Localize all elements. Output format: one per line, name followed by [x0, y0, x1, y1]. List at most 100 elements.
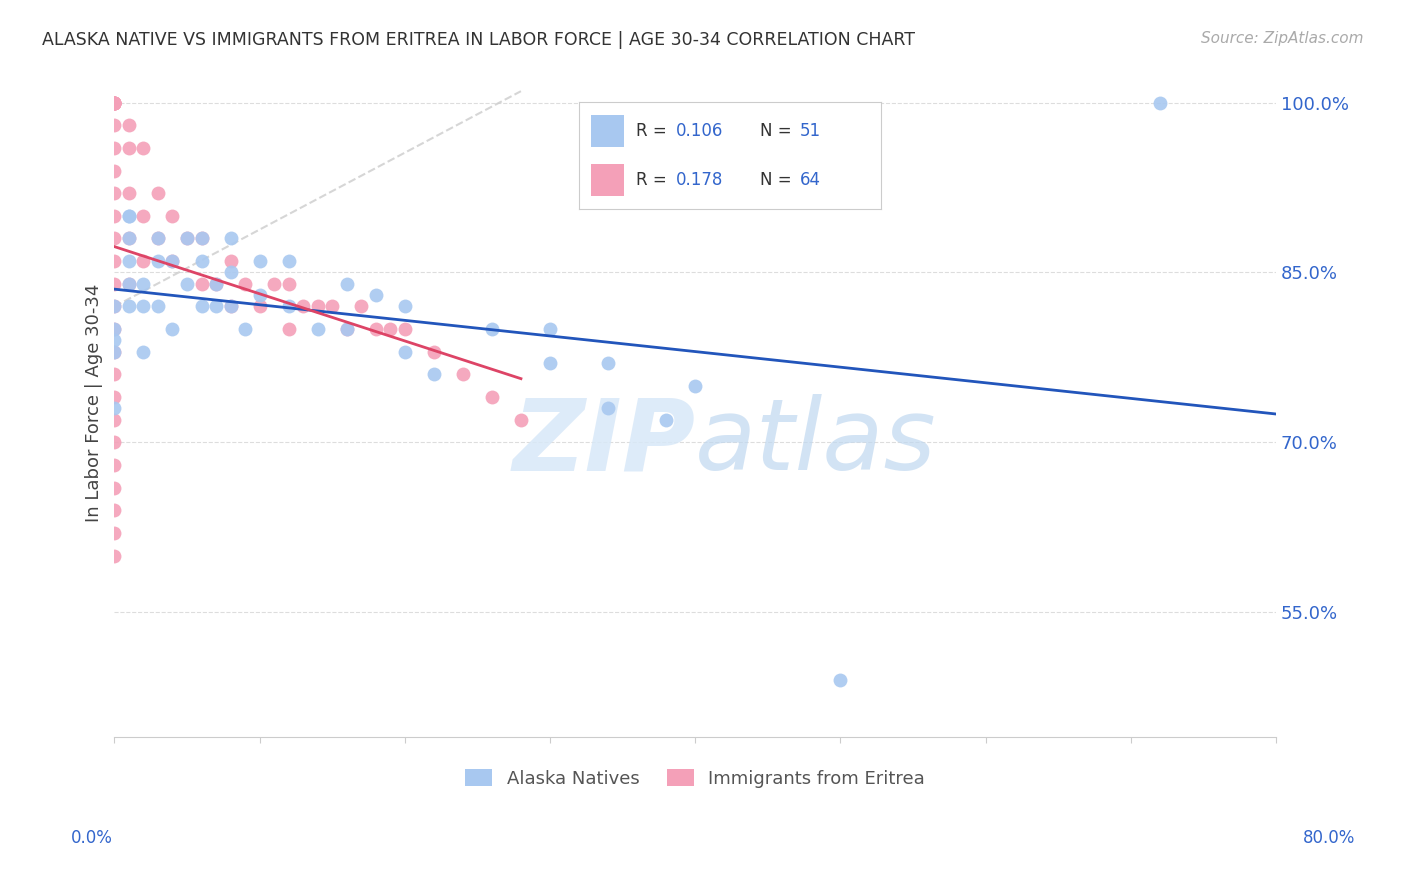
- Point: [190, 277, 212, 291]
- Point: [103, 401, 125, 416]
- Point: [118, 209, 141, 223]
- Point: [103, 95, 125, 110]
- Point: [103, 163, 125, 178]
- Point: [118, 209, 141, 223]
- Point: [103, 458, 125, 472]
- Point: [103, 95, 125, 110]
- Point: [336, 277, 359, 291]
- Point: [146, 254, 169, 268]
- Point: [364, 288, 387, 302]
- Point: [219, 300, 242, 314]
- Point: [336, 322, 359, 336]
- Point: [205, 277, 228, 291]
- Point: [103, 300, 125, 314]
- Point: [162, 209, 184, 223]
- Point: [190, 300, 212, 314]
- Point: [219, 300, 242, 314]
- Text: ALASKA NATIVE VS IMMIGRANTS FROM ERITREA IN LABOR FORCE | AGE 30-34 CORRELATION : ALASKA NATIVE VS IMMIGRANTS FROM ERITREA…: [42, 31, 915, 49]
- Point: [103, 95, 125, 110]
- Point: [118, 300, 141, 314]
- Point: [510, 413, 533, 427]
- Point: [118, 186, 141, 201]
- Point: [176, 231, 198, 245]
- Point: [176, 277, 198, 291]
- Point: [103, 209, 125, 223]
- Point: [249, 300, 271, 314]
- Point: [481, 322, 503, 336]
- Point: [219, 254, 242, 268]
- Point: [146, 231, 169, 245]
- Point: [423, 344, 446, 359]
- Point: [132, 254, 155, 268]
- Point: [249, 254, 271, 268]
- Point: [219, 231, 242, 245]
- Point: [132, 141, 155, 155]
- Point: [307, 300, 329, 314]
- Point: [118, 277, 141, 291]
- Point: [103, 344, 125, 359]
- Point: [103, 549, 125, 563]
- Point: [103, 413, 125, 427]
- Point: [394, 300, 416, 314]
- Point: [132, 300, 155, 314]
- Point: [103, 95, 125, 110]
- Point: [830, 673, 852, 688]
- Point: [394, 322, 416, 336]
- Point: [380, 322, 402, 336]
- Point: [1149, 95, 1171, 110]
- Point: [103, 435, 125, 450]
- Point: [538, 322, 561, 336]
- Point: [103, 118, 125, 132]
- Point: [103, 95, 125, 110]
- Point: [103, 503, 125, 517]
- Point: [364, 322, 387, 336]
- Point: [321, 300, 343, 314]
- Point: [277, 322, 299, 336]
- Text: ZIP: ZIP: [512, 394, 695, 491]
- Text: Source: ZipAtlas.com: Source: ZipAtlas.com: [1201, 31, 1364, 46]
- Point: [103, 186, 125, 201]
- Point: [205, 277, 228, 291]
- Point: [176, 231, 198, 245]
- Point: [205, 300, 228, 314]
- Point: [277, 300, 299, 314]
- Point: [481, 390, 503, 404]
- Point: [103, 300, 125, 314]
- Point: [118, 277, 141, 291]
- Point: [103, 141, 125, 155]
- Legend: Alaska Natives, Immigrants from Eritrea: Alaska Natives, Immigrants from Eritrea: [458, 762, 932, 795]
- Point: [103, 95, 125, 110]
- Point: [190, 231, 212, 245]
- Point: [118, 254, 141, 268]
- Point: [103, 526, 125, 541]
- Point: [162, 254, 184, 268]
- Point: [277, 254, 299, 268]
- Point: [292, 300, 315, 314]
- Point: [103, 231, 125, 245]
- Point: [103, 322, 125, 336]
- Point: [118, 231, 141, 245]
- Point: [423, 368, 446, 382]
- Text: atlas: atlas: [695, 394, 936, 491]
- Point: [146, 231, 169, 245]
- Point: [103, 322, 125, 336]
- Point: [233, 322, 256, 336]
- Point: [263, 277, 285, 291]
- Point: [219, 265, 242, 279]
- Point: [162, 322, 184, 336]
- Point: [190, 254, 212, 268]
- Point: [103, 368, 125, 382]
- Point: [103, 95, 125, 110]
- Point: [233, 277, 256, 291]
- Point: [277, 277, 299, 291]
- Point: [350, 300, 373, 314]
- Point: [132, 209, 155, 223]
- Point: [683, 379, 706, 393]
- Point: [336, 322, 359, 336]
- Y-axis label: In Labor Force | Age 30-34: In Labor Force | Age 30-34: [86, 284, 103, 522]
- Point: [103, 277, 125, 291]
- Point: [103, 344, 125, 359]
- Point: [451, 368, 474, 382]
- Point: [118, 141, 141, 155]
- Point: [394, 344, 416, 359]
